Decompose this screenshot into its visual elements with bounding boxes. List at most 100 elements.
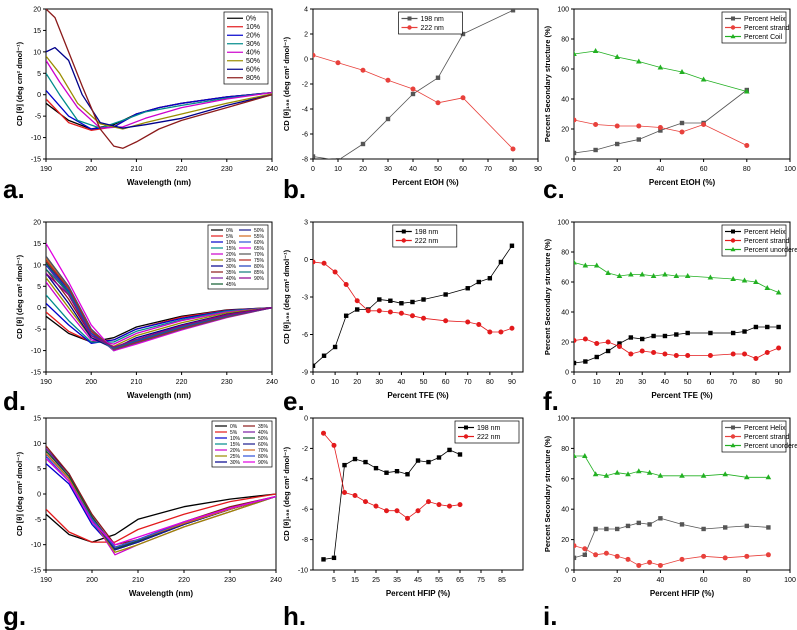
x-tick-label: 55 xyxy=(435,577,443,584)
data-point xyxy=(679,556,685,562)
y-tick-label: 5 xyxy=(37,284,41,291)
legend-marker xyxy=(730,25,736,30)
x-tick-label: 200 xyxy=(86,577,98,584)
data-point xyxy=(722,471,728,477)
legend: 0%10% 20%30% 40%50% 60%80% xyxy=(223,11,269,85)
data-point xyxy=(593,122,599,127)
y-tick-label: -5 xyxy=(35,114,41,121)
legend-label: 198 nm xyxy=(415,229,439,236)
legend-label: 5% xyxy=(226,234,234,240)
plot-frame xyxy=(573,221,791,373)
data-point xyxy=(679,120,685,126)
y-tick-label: 10 xyxy=(33,49,41,56)
data-point xyxy=(662,333,668,339)
data-point xyxy=(744,553,750,559)
data-point xyxy=(679,522,685,527)
x-tick-label: 60 xyxy=(700,577,708,584)
x-tick-label: 220 xyxy=(176,379,188,386)
x-tick-label: 40 xyxy=(409,166,417,173)
data-point xyxy=(603,472,610,478)
legend-marker xyxy=(731,16,735,21)
legend-marker xyxy=(463,434,469,439)
x-tick-label: 0 xyxy=(572,379,576,386)
data-point xyxy=(447,447,452,453)
x-tick-label: 80 xyxy=(509,166,517,173)
data-point xyxy=(766,525,771,530)
data-point xyxy=(647,559,653,565)
x-tick-label: 10 xyxy=(593,379,601,386)
data-point xyxy=(742,329,747,334)
data-point xyxy=(321,260,327,266)
panel-letter: a. xyxy=(3,174,25,204)
x-tick-label: 20 xyxy=(353,379,361,386)
data-point xyxy=(651,333,656,339)
data-point xyxy=(405,515,410,521)
panel-letter: h. xyxy=(283,601,306,630)
x-tick-label: 80 xyxy=(743,577,751,584)
panel-b: 0 10 20 30 40 50 60 70 80 90 -8 -6 -4 -2 0 2 4 Percent Et… xyxy=(282,7,542,205)
legend-label: 30% xyxy=(246,41,260,48)
y-tick-label: 15 xyxy=(33,416,41,423)
y-tick-label: -5 xyxy=(35,327,41,334)
data-point xyxy=(415,508,421,514)
data-point xyxy=(685,330,690,336)
data-point xyxy=(343,313,349,318)
data-point xyxy=(614,469,620,475)
panel-letter: d. xyxy=(3,386,26,416)
x-tick-label: 90 xyxy=(534,166,542,173)
data-point xyxy=(636,468,642,474)
legend-label: 40% xyxy=(246,50,260,57)
series-line xyxy=(46,458,276,546)
series-line xyxy=(46,281,272,345)
series-line xyxy=(46,89,272,130)
data-point xyxy=(701,526,706,532)
legend-label: 80% xyxy=(254,264,265,270)
data-point xyxy=(657,562,663,568)
panel-letter: c. xyxy=(543,174,565,204)
data-point xyxy=(753,324,759,330)
x-axis-label: Wavelength (nm) xyxy=(129,589,193,598)
y-tick-label: 0 xyxy=(565,370,569,377)
series-group xyxy=(574,48,750,156)
data-point xyxy=(443,318,449,324)
data-point xyxy=(384,470,389,475)
series-group xyxy=(313,9,516,159)
legend-marker xyxy=(401,229,406,234)
data-point xyxy=(582,552,587,557)
legend-label: 80% xyxy=(246,75,260,82)
data-point xyxy=(616,273,623,278)
data-point xyxy=(574,543,577,549)
y-tick-label: 15 xyxy=(33,241,41,248)
data-point xyxy=(331,442,337,448)
y-axis-label: Percent Secondary structure (%) xyxy=(543,25,552,142)
data-point xyxy=(744,474,750,480)
y-tick-label: 20 xyxy=(33,7,41,14)
data-point xyxy=(636,562,642,568)
x-tick-label: 0 xyxy=(311,166,315,173)
legend-label: 10% xyxy=(230,436,241,442)
legend-label: 222 nm xyxy=(477,434,501,441)
legend-marker xyxy=(730,434,736,439)
data-point xyxy=(674,332,679,337)
y-tick-label: -9 xyxy=(302,370,308,377)
series-group xyxy=(313,243,515,368)
data-point xyxy=(605,348,611,354)
series-line xyxy=(46,493,276,543)
x-tick-label: 240 xyxy=(266,379,278,386)
legend-marker xyxy=(730,442,736,448)
y-tick-label: 3 xyxy=(304,220,308,227)
data-point xyxy=(673,273,680,278)
legend-label: 90% xyxy=(258,460,269,466)
x-tick-label: 0 xyxy=(572,166,576,173)
data-point xyxy=(313,154,316,159)
x-tick-label: 190 xyxy=(40,577,52,584)
data-point xyxy=(498,329,504,335)
legend-label: 45% xyxy=(226,282,237,288)
data-point xyxy=(415,458,421,463)
data-point xyxy=(574,555,577,561)
y-tick-label: 2 xyxy=(304,32,308,39)
legend-marker xyxy=(731,229,735,234)
x-tick-label: 190 xyxy=(40,166,52,173)
data-point xyxy=(708,330,713,336)
legend-label: 20% xyxy=(230,448,241,454)
